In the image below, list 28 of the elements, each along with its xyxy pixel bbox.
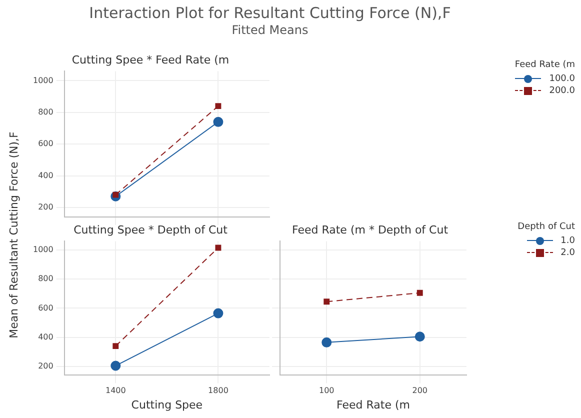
chart-title: Cutting Spee * Depth of Cut [74, 223, 228, 236]
y-tick-label: 1000 [33, 245, 54, 254]
chart-subtitle: Fitted Means [230, 23, 310, 37]
legend-label: 200.0 [549, 86, 575, 96]
legend-label: 2.0 [560, 248, 575, 258]
y-tick-label: 600 [38, 139, 54, 148]
y-tick-label: 1000 [33, 76, 54, 85]
legend-title: Depth of Cut [516, 222, 575, 232]
y-tick-label: 200 [38, 202, 54, 212]
chart-title: Interaction Plot for Resultant Cutting Force (N),F [88, 4, 452, 22]
y-tick-label: 800 [38, 274, 54, 284]
legend-label: 100.0 [549, 74, 575, 84]
y-tick-label: 200 [38, 362, 54, 371]
text: Cutting Spee * Feed Rate (m [72, 53, 230, 66]
y-axis-title: Mean of Resultant Cutting Force (N),F [8, 132, 20, 338]
x-tick-label: 200 [412, 386, 428, 396]
y-tick-label: 400 [38, 170, 54, 180]
x-tick-label: 1800 [208, 386, 228, 396]
legend-label: 1.0 [560, 236, 575, 246]
y-tick-label: 600 [38, 303, 54, 312]
y-tick-label: 800 [38, 107, 54, 116]
legend-title: Feed Rate (m [514, 60, 575, 70]
y-tick-label: 400 [38, 332, 54, 342]
x-axis-title: Cutting Spee [131, 398, 203, 412]
x-axis-title: Feed Rate (m [336, 398, 410, 412]
chart-title: Feed Rate (m * Depth of Cut [292, 223, 449, 236]
x-tick-label: 100 [318, 386, 334, 396]
x-tick-label: 1400 [105, 386, 126, 396]
